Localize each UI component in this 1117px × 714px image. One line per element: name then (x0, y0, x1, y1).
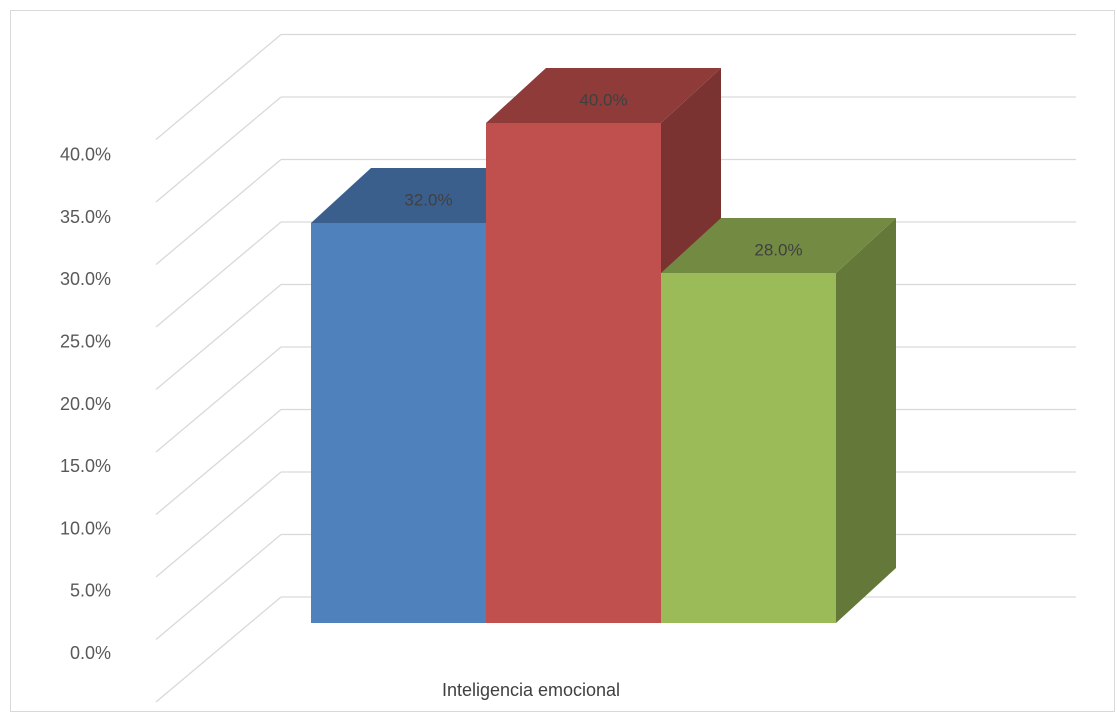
y-axis-tick-labels: 0.0% 5.0% 10.0% 15.0% 20.0% 25.0% 30.0% 35.0% 40… (60, 145, 111, 663)
bar-front (661, 273, 836, 623)
bar-top (661, 218, 896, 273)
y-tick-label: 25.0% (60, 332, 111, 352)
data-labels: 32.0% 40.0% 28.0% (404, 91, 802, 260)
y-tick-label: 30.0% (60, 269, 111, 289)
gridline-side (155, 96, 282, 203)
bar-series-3 (661, 218, 896, 623)
y-tick-label: 15.0% (60, 456, 111, 476)
x-category-label: Inteligencia emocional (442, 680, 620, 700)
bars (311, 68, 896, 623)
gridline-side (155, 534, 282, 640)
gridline-side (155, 409, 282, 515)
y-tick-label: 40.0% (60, 145, 111, 165)
y-tick-label: 0.0% (70, 643, 111, 663)
y-tick-label: 20.0% (60, 394, 111, 414)
bar-front (486, 123, 661, 623)
gridline-side (155, 596, 282, 703)
data-label: 40.0% (579, 91, 627, 110)
bar-chart: 0.0% 5.0% 10.0% 15.0% 20.0% 25.0% 30.0% 35.0% 40… (60, 33, 1076, 703)
gridline-side (155, 346, 282, 453)
bar-top (486, 68, 721, 123)
bar-front (311, 223, 486, 623)
x-axis-category-labels: Inteligencia emocional (442, 680, 620, 700)
y-tick-label: 35.0% (60, 207, 111, 227)
gridline-side (155, 159, 282, 265)
y-tick-label: 5.0% (70, 581, 111, 601)
y-tick-label: 10.0% (60, 518, 111, 538)
chart-frame: 0.0% 5.0% 10.0% 15.0% 20.0% 25.0% 30.0% 35.0% 40… (10, 10, 1115, 712)
data-label: 28.0% (754, 241, 802, 260)
gridline-side (155, 471, 282, 578)
gridline-side (155, 221, 282, 328)
bar-side (836, 218, 896, 623)
gridline-side (155, 284, 282, 390)
gridline-side (155, 34, 282, 140)
data-label: 32.0% (404, 191, 452, 210)
